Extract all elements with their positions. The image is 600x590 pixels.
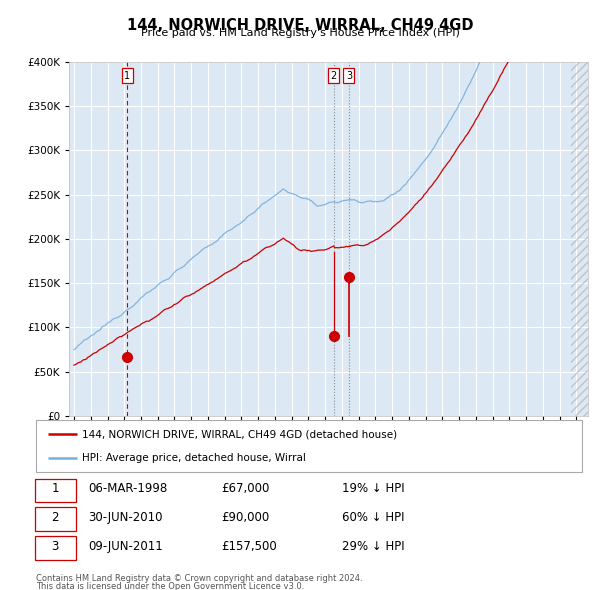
Text: £90,000: £90,000: [221, 511, 270, 524]
Text: 3: 3: [346, 71, 352, 81]
FancyBboxPatch shape: [36, 420, 582, 472]
FancyBboxPatch shape: [35, 478, 76, 503]
Text: 29% ↓ HPI: 29% ↓ HPI: [342, 540, 404, 553]
Text: £67,000: £67,000: [221, 482, 270, 495]
Text: 1: 1: [52, 482, 59, 495]
Text: £157,500: £157,500: [221, 540, 277, 553]
Text: Price paid vs. HM Land Registry's House Price Index (HPI): Price paid vs. HM Land Registry's House …: [140, 28, 460, 38]
Text: 1: 1: [124, 71, 130, 81]
Text: 09-JUN-2011: 09-JUN-2011: [88, 540, 163, 553]
Text: This data is licensed under the Open Government Licence v3.0.: This data is licensed under the Open Gov…: [36, 582, 304, 590]
Text: 30-JUN-2010: 30-JUN-2010: [88, 511, 163, 524]
FancyBboxPatch shape: [35, 536, 76, 560]
Text: HPI: Average price, detached house, Wirral: HPI: Average price, detached house, Wirr…: [82, 453, 306, 463]
Text: 60% ↓ HPI: 60% ↓ HPI: [342, 511, 404, 524]
Text: 3: 3: [52, 540, 59, 553]
Text: 06-MAR-1998: 06-MAR-1998: [88, 482, 167, 495]
Text: 144, NORWICH DRIVE, WIRRAL, CH49 4GD: 144, NORWICH DRIVE, WIRRAL, CH49 4GD: [127, 18, 473, 32]
Text: 144, NORWICH DRIVE, WIRRAL, CH49 4GD (detached house): 144, NORWICH DRIVE, WIRRAL, CH49 4GD (de…: [82, 429, 398, 439]
Text: Contains HM Land Registry data © Crown copyright and database right 2024.: Contains HM Land Registry data © Crown c…: [36, 574, 362, 583]
Text: 2: 2: [52, 511, 59, 524]
FancyBboxPatch shape: [35, 507, 76, 531]
Text: 2: 2: [331, 71, 337, 81]
Text: 19% ↓ HPI: 19% ↓ HPI: [342, 482, 404, 495]
